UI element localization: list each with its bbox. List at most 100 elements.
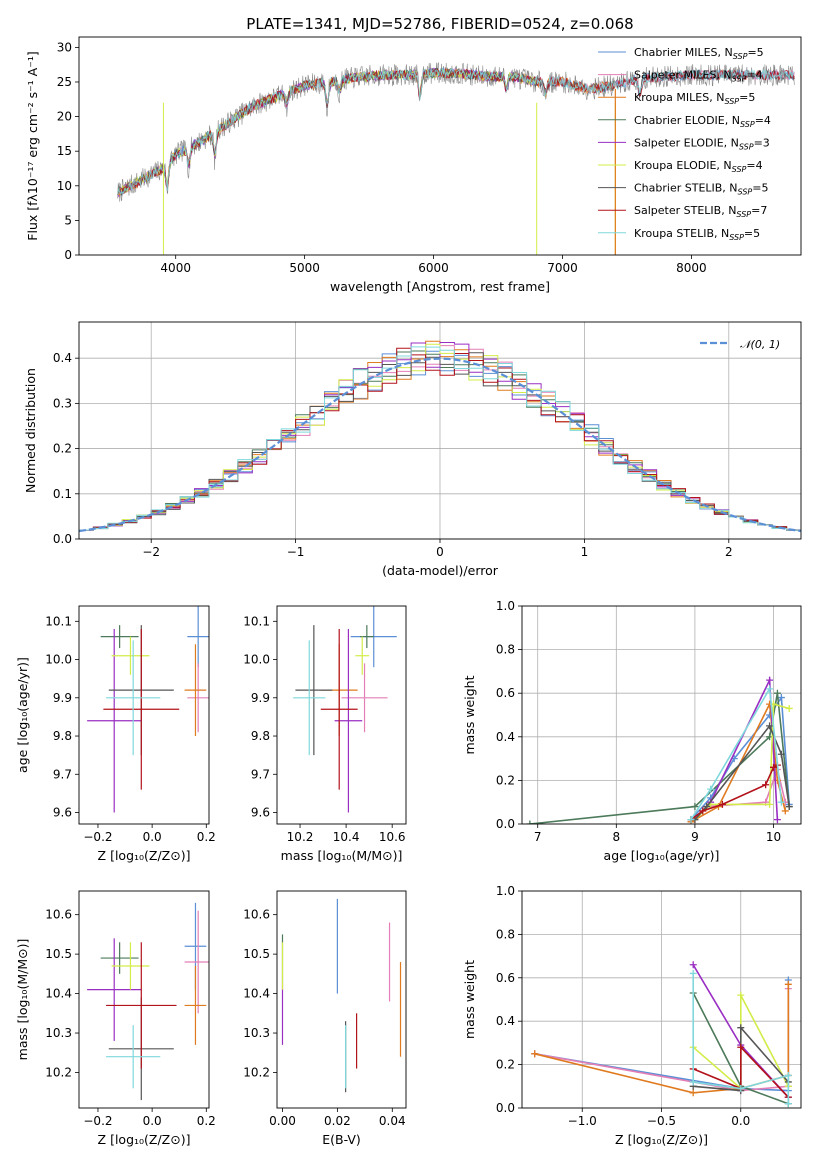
mass-weight-marker xyxy=(689,961,697,969)
model-spectrum-line xyxy=(117,68,537,196)
y-tick-label: 9.7 xyxy=(53,767,72,781)
y-tick-label: 9.7 xyxy=(251,767,270,781)
legend-entry: Chabrier STELIB, NSSP=5 xyxy=(634,182,768,197)
axes-frame xyxy=(521,890,802,1109)
mass-weight-line xyxy=(692,1045,789,1098)
x-tick-label: 8 xyxy=(612,830,620,844)
x-tick-label: 9 xyxy=(691,830,699,844)
residuals-plot-area xyxy=(79,322,801,539)
x-tick-label: 0.0 xyxy=(143,1114,162,1128)
mass-vs-metallicity-panel: −0.2 0.0 0.2 10.2 10.3 10.4 10.5 10.6 Z [log₁₀(Z… xyxy=(15,890,216,1147)
y-tick-label: 0.1 xyxy=(53,487,72,501)
mass-weight-marker xyxy=(785,704,793,712)
mass-weight-series xyxy=(526,689,793,824)
x-axis-label: (data-model)/error xyxy=(382,563,499,578)
y-tick-label: 0.2 xyxy=(496,1058,515,1072)
y-axis-label: mass [log₁₀(M/M⊙)] xyxy=(15,939,30,1061)
axes-frame xyxy=(78,890,210,1109)
y-tick-label: 10.6 xyxy=(243,908,270,922)
x-tick-label: 10.2 xyxy=(287,830,314,844)
y-tick-label: 10.1 xyxy=(243,614,270,628)
mass-weight-vs-metallicity-plot-area xyxy=(522,891,801,1108)
error-bar-point xyxy=(100,625,139,649)
mass-weight-marker xyxy=(769,763,777,771)
mass-weight-marker xyxy=(737,991,745,999)
y-tick-label: 15 xyxy=(57,144,72,158)
y-tick-label: 10.0 xyxy=(243,653,270,667)
mass-weight-marker xyxy=(777,694,785,702)
mass-weight-vs-metallicity-panel: −1.0 −0.5 0.0 0.0 0.2 0.4 0.6 0.8 1.0 Z [log₁₀(Z/… xyxy=(462,884,802,1147)
mass-weight-series xyxy=(687,685,785,824)
mass-weight-marker xyxy=(773,689,781,697)
error-bar-point xyxy=(355,636,370,675)
x-tick-label: 1 xyxy=(581,545,589,559)
x-axis-label: Z [log₁₀(Z/Z⊙)] xyxy=(98,848,191,863)
legend-entry: 𝒩(0, 1) xyxy=(740,338,780,351)
mass-weight-marker xyxy=(784,1071,792,1079)
y-tick-label: 0.3 xyxy=(53,396,72,410)
legend-entry: Salpeter STELIB, NSSP=7 xyxy=(634,204,767,219)
gaussian-reference-curve xyxy=(79,357,801,533)
x-tick-label: 0.02 xyxy=(324,1114,351,1128)
y-tick-label: 0.0 xyxy=(53,532,72,546)
y-tick-label: 9.6 xyxy=(53,806,72,820)
y-tick-label: 9.8 xyxy=(251,729,270,743)
legend-entry: Kroupa MILES, NSSP=5 xyxy=(634,91,755,106)
x-tick-label: −0.2 xyxy=(83,830,112,844)
y-tick-label: 1.0 xyxy=(496,599,515,613)
mass-weight-marker xyxy=(718,800,726,808)
y-tick-label: 9.9 xyxy=(53,691,72,705)
mass-weight-marker xyxy=(707,785,715,793)
x-tick-label: −1 xyxy=(287,545,305,559)
mass-weight-marker xyxy=(687,816,695,824)
x-axis-label: E(B-V) xyxy=(322,1132,361,1147)
y-tick-label: 10.5 xyxy=(243,947,270,961)
mass-weight-line xyxy=(690,695,790,821)
mass-weight-vs-age-plot-area xyxy=(522,606,801,824)
mass-weight-marker xyxy=(766,676,774,684)
x-tick-label: 0.0 xyxy=(731,1114,750,1128)
spectrum-panel: 4000 5000 6000 7000 8000 0 5 10 15 20 25 30 waveleng… xyxy=(25,36,802,294)
y-axis-label: Flux [fλ10⁻¹⁷ erg cm⁻² s⁻¹ A⁻¹] xyxy=(25,51,40,240)
spectrum-plot-area xyxy=(117,61,795,255)
residual-histogram xyxy=(79,346,801,531)
legend-entry: Kroupa ELODIE, NSSP=4 xyxy=(634,159,763,174)
mass-weight-vs-age-panel: 7 8 9 10 0.0 0.2 0.4 0.6 0.8 1.0 age [log₁₀(age/yr… xyxy=(462,599,802,863)
y-tick-label: 9.6 xyxy=(251,806,270,820)
axes-frame xyxy=(276,605,407,825)
y-tick-label: 9.9 xyxy=(251,691,270,705)
error-bar-point xyxy=(103,628,180,790)
x-tick-label: 7000 xyxy=(547,261,578,275)
spectrum-legend: Chabrier MILES, NSSP=5 Salpeter MILES, NS… xyxy=(598,46,771,242)
model-spectrum-line xyxy=(117,67,537,198)
figure-title: PLATE=1341, MJD=52786, FIBERID=0524, z=0… xyxy=(246,15,633,33)
x-axis-label: Z [log₁₀(Z/Z⊙)] xyxy=(98,1132,191,1147)
mass-weight-marker xyxy=(699,807,707,815)
y-tick-label: 9.8 xyxy=(53,729,72,743)
age-vs-mass-plot-area xyxy=(293,606,397,813)
x-tick-label: −0.2 xyxy=(83,1114,112,1128)
model-spectrum-line xyxy=(117,68,795,195)
y-tick-label: 0 xyxy=(64,248,72,262)
y-tick-label: 10.6 xyxy=(45,908,72,922)
x-tick-label: 6000 xyxy=(418,261,449,275)
age-vs-mass-panel: 10.2 10.4 10.6 9.6 9.7 9.8 9.9 10.0 10.1 mass [lo… xyxy=(243,605,407,863)
x-tick-label: 0.04 xyxy=(379,1114,406,1128)
legend-entry: Chabrier ELODIE, NSSP=4 xyxy=(634,114,771,129)
legend-entry: Salpeter ELODIE, NSSP=3 xyxy=(634,136,770,151)
y-tick-label: 10.4 xyxy=(45,987,72,1001)
mass-weight-marker xyxy=(766,800,774,808)
mass-weight-marker xyxy=(531,1050,539,1058)
residual-histogram xyxy=(79,342,801,531)
y-tick-label: 20 xyxy=(57,110,72,124)
axes-frame xyxy=(521,605,802,825)
y-tick-label: 10.4 xyxy=(243,987,270,1001)
x-tick-label: 0.00 xyxy=(269,1114,296,1128)
y-tick-label: 10 xyxy=(57,179,72,193)
mass-weight-marker xyxy=(777,798,785,806)
x-tick-label: 0.2 xyxy=(197,830,216,844)
mass-weight-marker xyxy=(737,1084,745,1092)
y-tick-label: 10.5 xyxy=(45,947,72,961)
y-tick-label: 0.2 xyxy=(53,442,72,456)
error-bar-point xyxy=(111,942,150,990)
